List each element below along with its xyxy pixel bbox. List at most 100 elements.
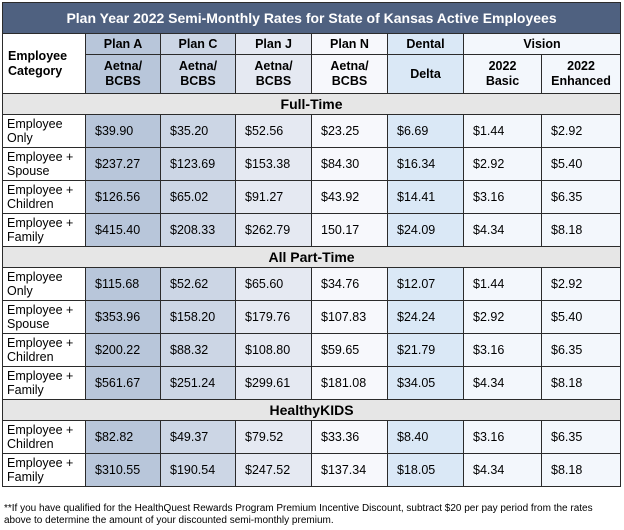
vision-basic-rate-cell: $3.16 <box>463 420 542 454</box>
category-line2: Family <box>7 470 44 484</box>
header-row-carriers: Aetna/BCBS Aetna/BCBS Aetna/BCBS Aetna/B… <box>3 54 622 94</box>
plan-a-rate-cell: $115.68 <box>85 267 161 301</box>
vision-basic-rate-cell: $2.92 <box>463 300 542 334</box>
plan-c-rate-cell: $158.20 <box>160 300 236 334</box>
plan-a-rate-cell: $310.55 <box>85 453 161 487</box>
plan-a-rate-cell: $415.40 <box>85 213 161 247</box>
title-row: Plan Year 2022 Semi-Monthly Rates for St… <box>1 2 622 34</box>
category-line1: Employee <box>7 270 63 284</box>
vision-enhanced-rate-cell: $5.40 <box>540 147 622 181</box>
plan-j-rate-cell: $65.60 <box>235 267 312 301</box>
dental-header: Dental <box>387 33 464 55</box>
plan-n-rate-cell: 150.17 <box>311 213 388 247</box>
plan-a-rate-cell: $237.27 <box>85 147 161 181</box>
plan-c-rate-cell: $49.37 <box>160 420 236 454</box>
rates-body: Full-Time Employee Only $39.90 $35.20 $52.56 $… <box>1 93 622 487</box>
category-line2: Spouse <box>7 164 50 178</box>
category-line1: Employee + <box>7 456 74 470</box>
dental-rate-cell: $18.05 <box>387 453 464 487</box>
plan-j-rate-cell: $247.52 <box>235 453 312 487</box>
plan-j-rate-cell: $299.61 <box>235 366 312 400</box>
section-row: Full-Time <box>1 93 622 115</box>
plan-j-rate-cell: $108.80 <box>235 333 312 367</box>
plan-a-header: Plan A <box>85 33 161 55</box>
employee-category-cell: Employee + Children <box>2 333 86 367</box>
plan-a-rate-cell: $200.22 <box>85 333 161 367</box>
plan-c-rate-cell: $88.32 <box>160 333 236 367</box>
table-row: Employee + Children $200.22 $88.32 $108.80 $5… <box>2 333 622 367</box>
employee-category-cell: Employee Only <box>2 114 86 148</box>
plan-n-rate-cell: $23.25 <box>311 114 388 148</box>
vision-enhanced-rate-cell: $8.18 <box>540 453 622 487</box>
dental-rate-cell: $21.79 <box>387 333 464 367</box>
plan-a-rate-cell: $561.67 <box>85 366 161 400</box>
vision-basic-rate-cell: $3.16 <box>463 180 542 214</box>
category-line1: Employee + <box>7 336 74 350</box>
plan-j-rate-cell: $91.27 <box>235 180 312 214</box>
vision-enhanced-rate-cell: $5.40 <box>540 300 622 334</box>
vision-enhanced-rate-cell: $6.35 <box>540 180 622 214</box>
employee-category-cell: Employee + Family <box>2 213 86 247</box>
vision-basic-header: 2022 Basic <box>463 54 542 94</box>
plan-n-rate-cell: $107.83 <box>311 300 388 334</box>
category-line1: Employee + <box>7 216 74 230</box>
vision-basic-rate-cell: $1.44 <box>463 114 542 148</box>
employee-category-cell: Employee + Spouse <box>2 147 86 181</box>
employee-category-cell: Employee Only <box>2 267 86 301</box>
employee-category-cell: Employee + Children <box>2 180 86 214</box>
plan-a-rate-cell: $39.90 <box>85 114 161 148</box>
plan-a-carrier: Aetna/BCBS <box>85 54 161 94</box>
plan-a-rate-cell: $353.96 <box>85 300 161 334</box>
table-row: Employee + Children $82.82 $49.37 $79.52 $33.… <box>2 420 622 454</box>
plan-j-header: Plan J <box>235 33 312 55</box>
vision-basic-rate-cell: $4.34 <box>463 213 542 247</box>
category-line2: Children <box>7 350 54 364</box>
employee-category-cell: Employee + Children <box>2 420 86 454</box>
table-row: Employee + Spouse $353.96 $158.20 $179.76 $10… <box>2 300 622 334</box>
plan-j-rate-cell: $179.76 <box>235 300 312 334</box>
section-row: All Part-Time <box>1 246 622 268</box>
dental-rate-cell: $34.05 <box>387 366 464 400</box>
category-line2: Children <box>7 437 54 451</box>
plan-j-rate-cell: $52.56 <box>235 114 312 148</box>
employee-category-cell: Employee + Spouse <box>2 300 86 334</box>
category-line2: Only <box>7 131 33 145</box>
plan-j-rate-cell: $153.38 <box>235 147 312 181</box>
dental-rate-cell: $16.34 <box>387 147 464 181</box>
vision-enhanced-rate-cell: $8.18 <box>540 366 622 400</box>
section-row: HealthyKIDS <box>1 399 622 421</box>
category-line2: Only <box>7 284 33 298</box>
plan-n-rate-cell: $43.92 <box>311 180 388 214</box>
plan-n-header: Plan N <box>311 33 388 55</box>
category-line1: Employee + <box>7 423 74 437</box>
vision-enhanced-rate-cell: $2.92 <box>540 267 622 301</box>
plan-j-carrier: Aetna/BCBS <box>235 54 312 94</box>
plan-n-rate-cell: $84.30 <box>311 147 388 181</box>
vision-basic-rate-cell: $3.16 <box>463 333 542 367</box>
dental-rate-cell: $24.09 <box>387 213 464 247</box>
vision-basic-rate-cell: $4.34 <box>463 453 542 487</box>
category-line2: Family <box>7 230 44 244</box>
plan-n-rate-cell: $33.36 <box>311 420 388 454</box>
plan-n-rate-cell: $59.65 <box>311 333 388 367</box>
plan-a-rate-cell: $82.82 <box>85 420 161 454</box>
plan-c-rate-cell: $35.20 <box>160 114 236 148</box>
plan-c-rate-cell: $208.33 <box>160 213 236 247</box>
employee-category-cell: Employee + Family <box>2 453 86 487</box>
category-header-line1: Employee <box>8 48 68 63</box>
table-row: Employee + Family $415.40 $208.33 $262.79 150… <box>2 213 622 247</box>
dental-rate-cell: $12.07 <box>387 267 464 301</box>
plan-c-rate-cell: $251.24 <box>160 366 236 400</box>
category-line2: Spouse <box>7 317 50 331</box>
vision-basic-rate-cell: $4.34 <box>463 366 542 400</box>
plan-n-carrier: Aetna/BCBS <box>311 54 388 94</box>
plan-c-rate-cell: $52.62 <box>160 267 236 301</box>
category-line2: Family <box>7 383 44 397</box>
category-line1: Employee + <box>7 369 74 383</box>
plan-n-rate-cell: $137.34 <box>311 453 388 487</box>
table-row: Employee + Spouse $237.27 $123.69 $153.38 $84… <box>2 147 622 181</box>
category-line1: Employee + <box>7 183 74 197</box>
plan-c-header: Plan C <box>160 33 236 55</box>
plan-n-rate-cell: $34.76 <box>311 267 388 301</box>
